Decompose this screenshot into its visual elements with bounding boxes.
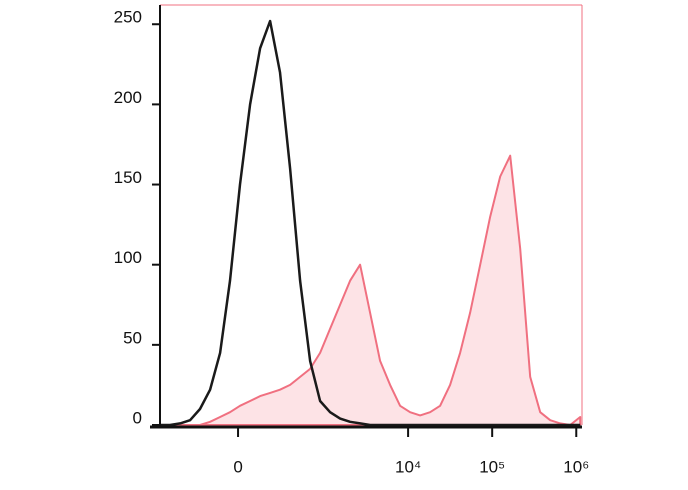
- y-tick-label: 150: [114, 168, 142, 187]
- y-tick-label: 200: [114, 88, 142, 107]
- histogram-line: [160, 19, 581, 427]
- y-tick-label: 0: [133, 408, 142, 427]
- y-tick-label: 50: [123, 328, 142, 347]
- y-tick-label: 100: [114, 248, 142, 267]
- x-tick-label: 10⁴: [395, 457, 421, 476]
- y-tick-label: 250: [114, 8, 142, 27]
- x-tick-label: 10⁶: [563, 457, 589, 476]
- x-tick-label: 0: [233, 457, 242, 476]
- x-tick-label: 10⁵: [479, 457, 505, 476]
- histogram-line: [159, 154, 582, 426]
